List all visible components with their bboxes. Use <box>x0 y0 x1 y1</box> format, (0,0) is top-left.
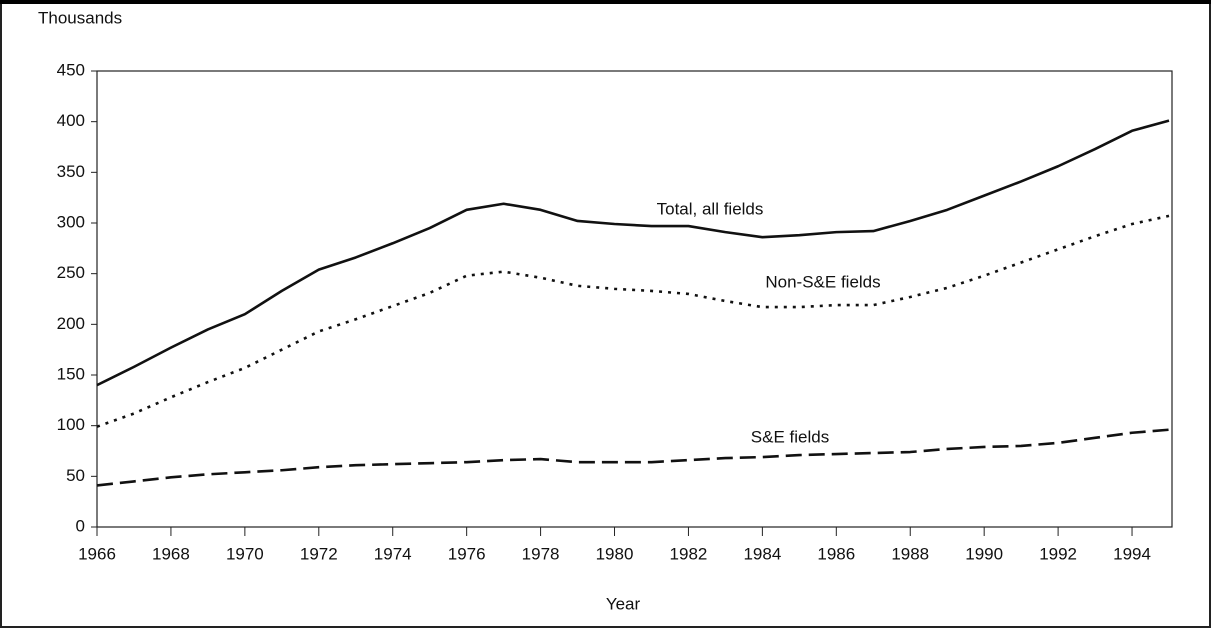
annotation: Total, all fields <box>657 199 764 218</box>
x-tick-label: 1990 <box>965 544 1003 563</box>
y-tick-label: 250 <box>57 263 85 282</box>
y-tick-label: 350 <box>57 162 85 181</box>
plot-area <box>96 70 1173 528</box>
x-tick-label: 1980 <box>596 544 634 563</box>
series-line <box>96 119 1170 387</box>
x-tick-label: 1992 <box>1039 544 1077 563</box>
x-tick-label: 1984 <box>743 544 781 563</box>
y-tick-label: 450 <box>57 60 85 79</box>
x-tick-label: 1976 <box>448 544 486 563</box>
x-tick-label: 1994 <box>1113 544 1151 563</box>
y-tick-label: 400 <box>57 111 85 130</box>
y-tick-label: 0 <box>76 516 85 535</box>
x-tick-label: 1968 <box>152 544 190 563</box>
x-tick-label: 1970 <box>226 544 264 563</box>
x-tick-label: 1974 <box>374 544 412 563</box>
series-line <box>96 214 1170 428</box>
y-tick-label: 200 <box>57 314 85 333</box>
x-tick-label: 1982 <box>670 544 708 563</box>
x-tick-label: 1988 <box>891 544 929 563</box>
y-tick-label: 50 <box>66 466 85 485</box>
y-tick-label: 150 <box>57 364 85 383</box>
x-tick-label: 1972 <box>300 544 338 563</box>
annotation: Non-S&E fields <box>765 272 880 291</box>
y-tick-label: 300 <box>57 212 85 231</box>
x-tick-label: 1978 <box>522 544 560 563</box>
y-tick-label: 100 <box>57 415 85 434</box>
x-axis-label: Year <box>606 594 641 613</box>
series-line <box>96 428 1170 487</box>
x-tick-label: 1986 <box>817 544 855 563</box>
x-tick-label: 1966 <box>78 544 116 563</box>
y-axis-label: Thousands <box>38 8 122 27</box>
annotation: S&E fields <box>751 427 829 446</box>
